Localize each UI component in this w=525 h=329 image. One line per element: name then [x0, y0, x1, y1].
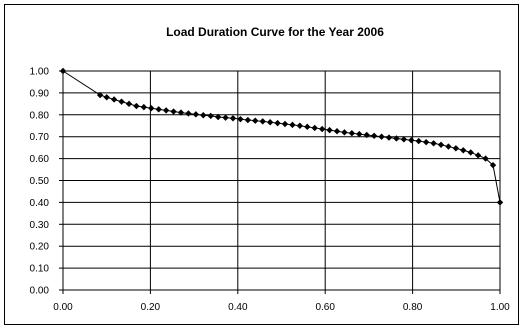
data-point [385, 134, 393, 141]
x-axis-ticks: 0.00 0.20 0.40 0.60 0.80 1.00 [53, 290, 510, 313]
data-point [185, 110, 192, 117]
data-point [474, 152, 482, 159]
data-point [296, 122, 304, 129]
data-point [333, 128, 341, 135]
y-tick-label: 0.80 [30, 110, 50, 121]
y-tick-label: 0.30 [30, 220, 50, 231]
data-point [125, 100, 133, 108]
data-point [430, 140, 437, 147]
data-point [348, 129, 356, 137]
data-point [281, 120, 289, 128]
data-point [155, 106, 162, 113]
data-point [162, 107, 170, 114]
y-tick-label: 1.00 [30, 67, 50, 78]
x-tick-label: 0.60 [315, 302, 335, 313]
data-point [148, 105, 155, 112]
data-point [393, 135, 400, 142]
data-point [415, 137, 422, 145]
data-point [200, 112, 207, 119]
data-markers [59, 67, 504, 206]
y-tick-label: 0.00 [30, 286, 50, 297]
data-point [378, 133, 385, 140]
data-point [118, 98, 125, 105]
y-tick-label: 0.90 [30, 88, 50, 99]
chart-frame [4, 4, 519, 325]
data-point [437, 141, 445, 149]
data-point [170, 108, 177, 115]
data-point [356, 130, 363, 138]
x-tick-label: 0.80 [403, 302, 423, 313]
data-point [252, 117, 259, 124]
data-point [445, 143, 452, 150]
x-tick-label: 0.00 [53, 302, 73, 313]
data-point [400, 136, 408, 143]
data-point [408, 137, 415, 144]
chart-title: Load Duration Curve for the Year 2006 [166, 25, 384, 39]
data-point [341, 129, 348, 136]
data-point [363, 131, 370, 139]
data-point [192, 111, 200, 118]
data-point [326, 126, 333, 134]
x-tick-label: 1.00 [490, 302, 510, 313]
data-point [103, 94, 110, 101]
data-point [214, 113, 222, 121]
data-point [259, 118, 266, 125]
data-point [207, 112, 214, 120]
y-tick-label: 0.60 [30, 154, 50, 165]
data-point [222, 114, 229, 121]
data-point [274, 119, 281, 127]
data-point [96, 91, 104, 99]
data-point [59, 67, 67, 75]
data-point [266, 119, 274, 126]
data-point [237, 115, 244, 123]
y-tick-label: 0.20 [30, 242, 50, 253]
data-point [311, 124, 318, 132]
data-point [496, 199, 504, 206]
x-tick-label: 0.20 [141, 302, 161, 313]
data-point [489, 161, 497, 169]
data-point [460, 147, 467, 154]
data-point [244, 116, 252, 124]
data-point [452, 145, 460, 152]
data-point [140, 103, 148, 111]
data-point [110, 96, 118, 103]
x-tick-label: 0.40 [228, 302, 248, 313]
data-point [422, 138, 430, 146]
data-point [289, 121, 296, 129]
data-point [467, 149, 474, 156]
y-tick-label: 0.50 [30, 176, 50, 187]
y-tick-label: 0.70 [30, 132, 50, 143]
data-point [133, 102, 140, 110]
y-tick-label: 0.10 [30, 264, 50, 275]
data-point [177, 109, 185, 116]
data-point [229, 115, 237, 122]
data-point [482, 155, 489, 162]
data-point [370, 132, 378, 140]
data-point [304, 123, 311, 131]
y-axis-ticks: 1.00 0.90 0.80 0.70 0.60 0.50 0.40 0.30 0.20 0.10… [30, 67, 63, 297]
y-tick-label: 0.40 [30, 198, 50, 209]
data-point [318, 125, 326, 133]
